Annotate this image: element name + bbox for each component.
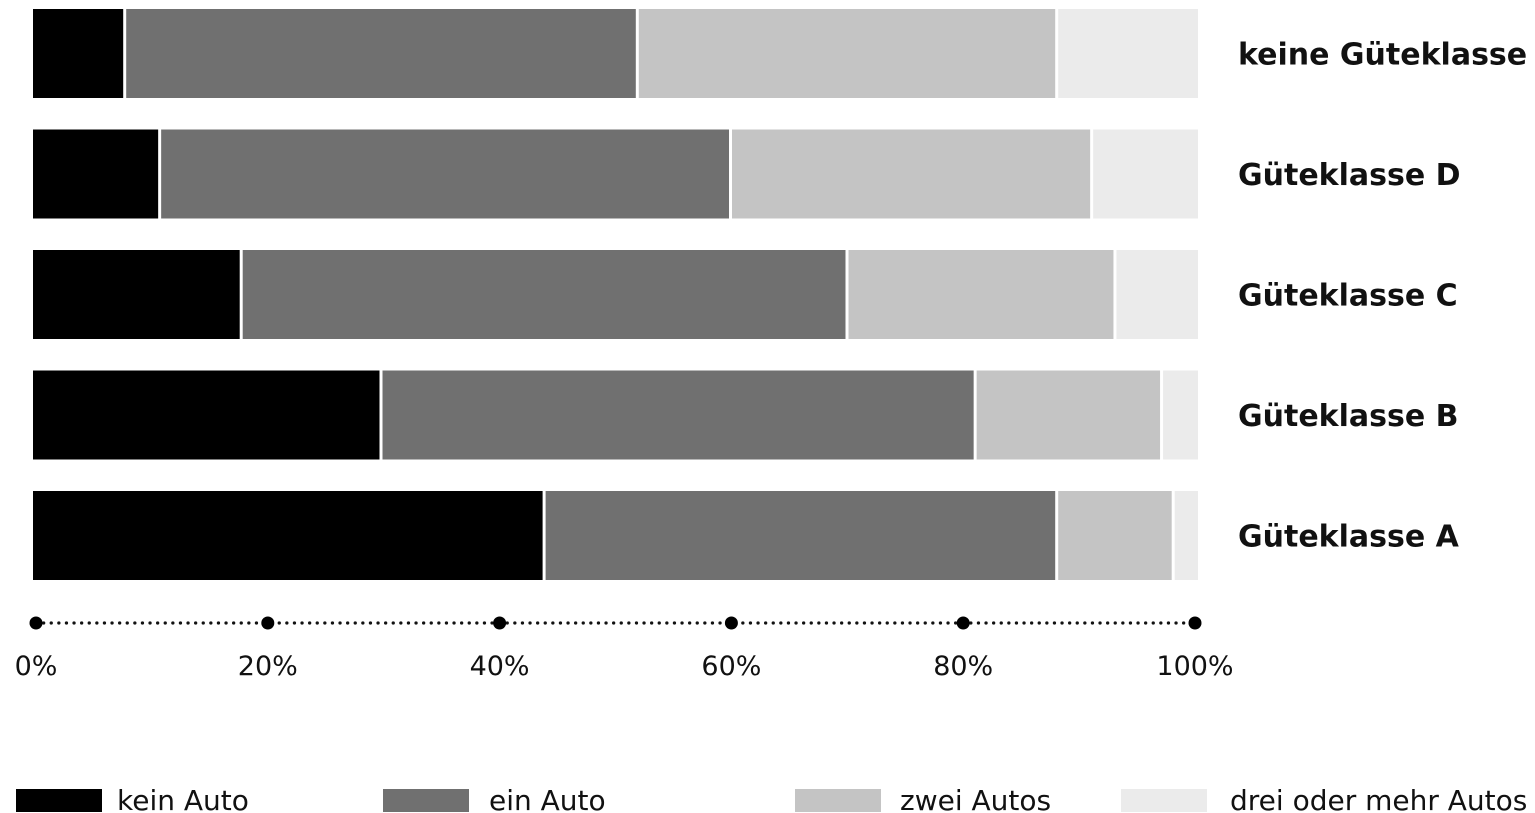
legend: kein Auto ein Auto zwei Autos drei oder meh… — [16, 784, 1527, 813]
bar-gueteklasse-c-drei-oder-mehr-autos — [1116, 250, 1198, 339]
bar-keine-gueteklasse-kein-auto — [33, 9, 124, 98]
x-axis: 0% 20% 40% 60% 80% 100% — [15, 616, 1234, 682]
legend-label-ein-auto: ein Auto — [489, 784, 606, 813]
bar-keine-gueteklasse-drei-oder-mehr-autos — [1058, 9, 1198, 98]
bar-gueteklasse-b-kein-auto — [33, 370, 380, 460]
x-tick-label-20-pct: 20% — [238, 651, 298, 682]
legend-label-drei-oder-mehr-autos: drei oder mehr Autos — [1230, 784, 1527, 813]
legend-swatch-drei-oder-mehr-autos — [1121, 789, 1207, 812]
bar-gueteklasse-b-drei-oder-mehr-autos — [1163, 370, 1198, 460]
x-tick-marker-60-pct — [724, 616, 738, 630]
bar-gueteklasse-d-zwei-autos — [732, 129, 1091, 219]
x-tick-label-0-pct: 0% — [15, 651, 58, 682]
bar-keine-gueteklasse-ein-auto — [126, 9, 636, 98]
category-labels: keine Güteklasse Güteklasse D Güteklasse C… — [1238, 38, 1527, 555]
bar-gueteklasse-a-ein-auto — [545, 491, 1056, 580]
legend-swatch-zwei-autos — [795, 789, 881, 812]
bar-gueteklasse-c-zwei-autos — [848, 250, 1114, 339]
bar-gueteklasse-c-ein-auto — [242, 250, 846, 339]
bar-gueteklasse-c-kein-auto — [33, 250, 240, 339]
bar-gueteklasse-b-zwei-autos — [976, 370, 1161, 460]
category-label-gueteklasse-c: Güteklasse C — [1238, 279, 1458, 314]
category-label-gueteklasse-b: Güteklasse B — [1238, 399, 1459, 434]
category-label-gueteklasse-a: Güteklasse A — [1238, 520, 1460, 555]
bar-gueteklasse-a-kein-auto — [33, 491, 543, 580]
legend-label-zwei-autos: zwei Autos — [900, 784, 1051, 813]
legend-label-kein-auto: kein Auto — [117, 784, 249, 813]
category-label-keine-gueteklasse: keine Güteklasse — [1238, 38, 1527, 73]
x-tick-marker-100-pct — [1188, 616, 1202, 630]
x-tick-label-100-pct: 100% — [1156, 651, 1233, 682]
legend-swatch-ein-auto — [383, 789, 469, 812]
bar-gueteklasse-d-ein-auto — [161, 129, 729, 219]
legend-swatch-kein-auto — [16, 789, 102, 812]
bar-gueteklasse-a-zwei-autos — [1058, 491, 1172, 580]
bar-keine-gueteklasse-zwei-autos — [638, 9, 1056, 98]
category-label-gueteklasse-d: Güteklasse D — [1238, 158, 1461, 193]
x-tick-label-80-pct: 80% — [933, 651, 993, 682]
bar-gueteklasse-b-ein-auto — [382, 370, 974, 460]
x-tick-marker-0-pct — [29, 616, 43, 630]
x-tick-marker-80-pct — [956, 616, 970, 630]
x-tick-marker-40-pct — [493, 616, 507, 630]
bar-gueteklasse-a-drei-oder-mehr-autos — [1174, 491, 1198, 580]
x-tick-label-40-pct: 40% — [470, 651, 530, 682]
bar-gueteklasse-d-kein-auto — [33, 129, 159, 219]
bar-gueteklasse-d-drei-oder-mehr-autos — [1093, 129, 1198, 219]
x-tick-label-60-pct: 60% — [701, 651, 761, 682]
bars-group — [33, 9, 1198, 580]
x-tick-marker-20-pct — [261, 616, 275, 630]
